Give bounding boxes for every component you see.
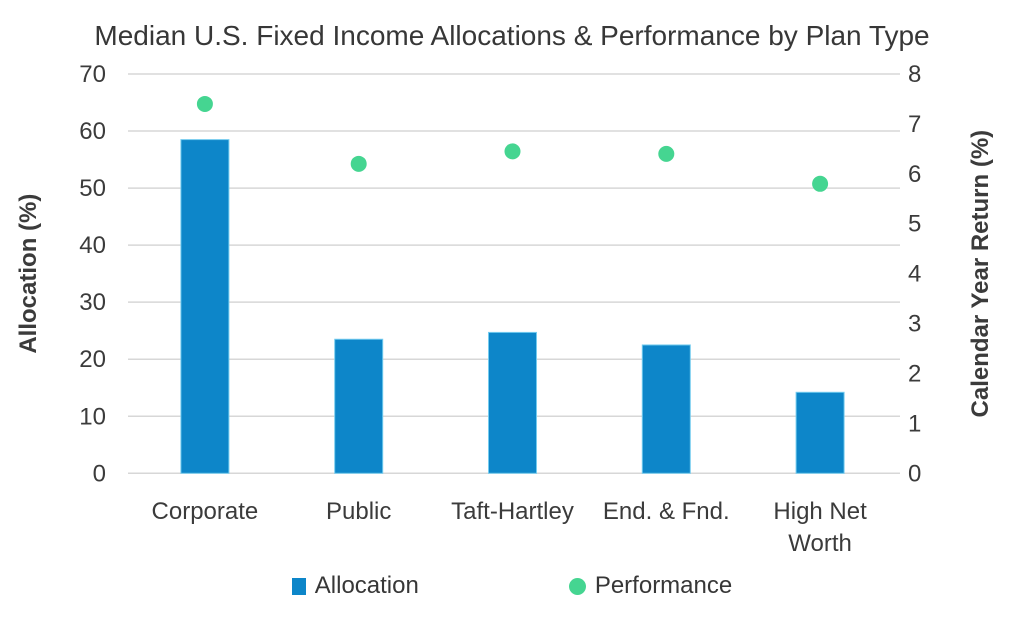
- dot-high-net-worth: [812, 175, 829, 192]
- legend-item-allocation: Allocation: [291, 572, 419, 600]
- legend-label-allocation: Allocation: [314, 572, 419, 599]
- left-axis-tick-label: 0: [93, 460, 106, 487]
- dot-end-fnd: [658, 145, 675, 162]
- bar-corporate: [180, 139, 230, 474]
- right-axis-tick-label: 1: [908, 410, 921, 437]
- right-axis-title: Calendar Year Return (%): [967, 130, 994, 418]
- chart-title: Median U.S. Fixed Income Allocations & P…: [94, 20, 930, 51]
- category-label: Corporate: [152, 498, 259, 525]
- bar-end-fnd: [641, 344, 691, 474]
- dot-public: [350, 155, 367, 172]
- chart-legend: Allocation Performance: [0, 572, 1024, 600]
- category-label: Taft-Hartley: [451, 498, 574, 525]
- right-axis-tick-labels: 0 1 2 3 4 5 6 7 8: [908, 61, 921, 487]
- legend-item-performance: Performance: [568, 572, 733, 600]
- left-axis-tick-label: 60: [79, 118, 106, 145]
- bar-series: [180, 139, 845, 474]
- bar-public: [334, 338, 384, 474]
- left-axis-tick-label: 10: [79, 403, 106, 430]
- category-label: High Net Worth: [773, 498, 867, 557]
- bar-taft-hartley: [488, 331, 537, 474]
- left-axis-tick-label: 30: [79, 289, 106, 316]
- right-axis-tick-label: 3: [908, 311, 921, 338]
- category-label: End. & Fnd.: [603, 498, 730, 525]
- right-axis-tick-label: 6: [908, 161, 921, 188]
- x-axis-category-labels: Corporate Public Taft-Hartley End. & Fnd. Hi…: [152, 498, 868, 557]
- allocation-legend-swatch-icon: [291, 577, 306, 595]
- right-axis-tick-label: 8: [908, 61, 921, 88]
- right-axis-tick-label: 7: [908, 111, 921, 138]
- left-axis-tick-label: 70: [79, 61, 106, 88]
- left-axis-tick-labels: 0 10 20 30 40 50 60 70: [79, 61, 106, 487]
- dot-taft-hartley: [504, 143, 521, 160]
- chart-plot-area: 0 10 20 30 40 50 60 70 0 1 2 3 4 5 6 7 8 Allocation (%) Ca…: [15, 61, 994, 557]
- legend-label-performance: Performance: [594, 572, 733, 599]
- right-axis-tick-label: 4: [908, 261, 921, 288]
- scatter-series: [196, 95, 829, 192]
- bar-high-net-worth: [795, 391, 845, 474]
- right-axis-tick-label: 2: [908, 360, 921, 387]
- left-axis-tick-label: 20: [79, 346, 106, 373]
- left-axis-title: Allocation (%): [15, 194, 42, 354]
- left-axis-tick-label: 50: [79, 175, 106, 202]
- right-axis-tick-label: 0: [908, 460, 921, 487]
- left-axis-tick-label: 40: [79, 232, 106, 259]
- right-axis-tick-label: 5: [908, 211, 921, 238]
- category-label: Public: [326, 498, 391, 525]
- performance-legend-swatch-icon: [568, 577, 586, 595]
- dot-corporate: [196, 95, 213, 112]
